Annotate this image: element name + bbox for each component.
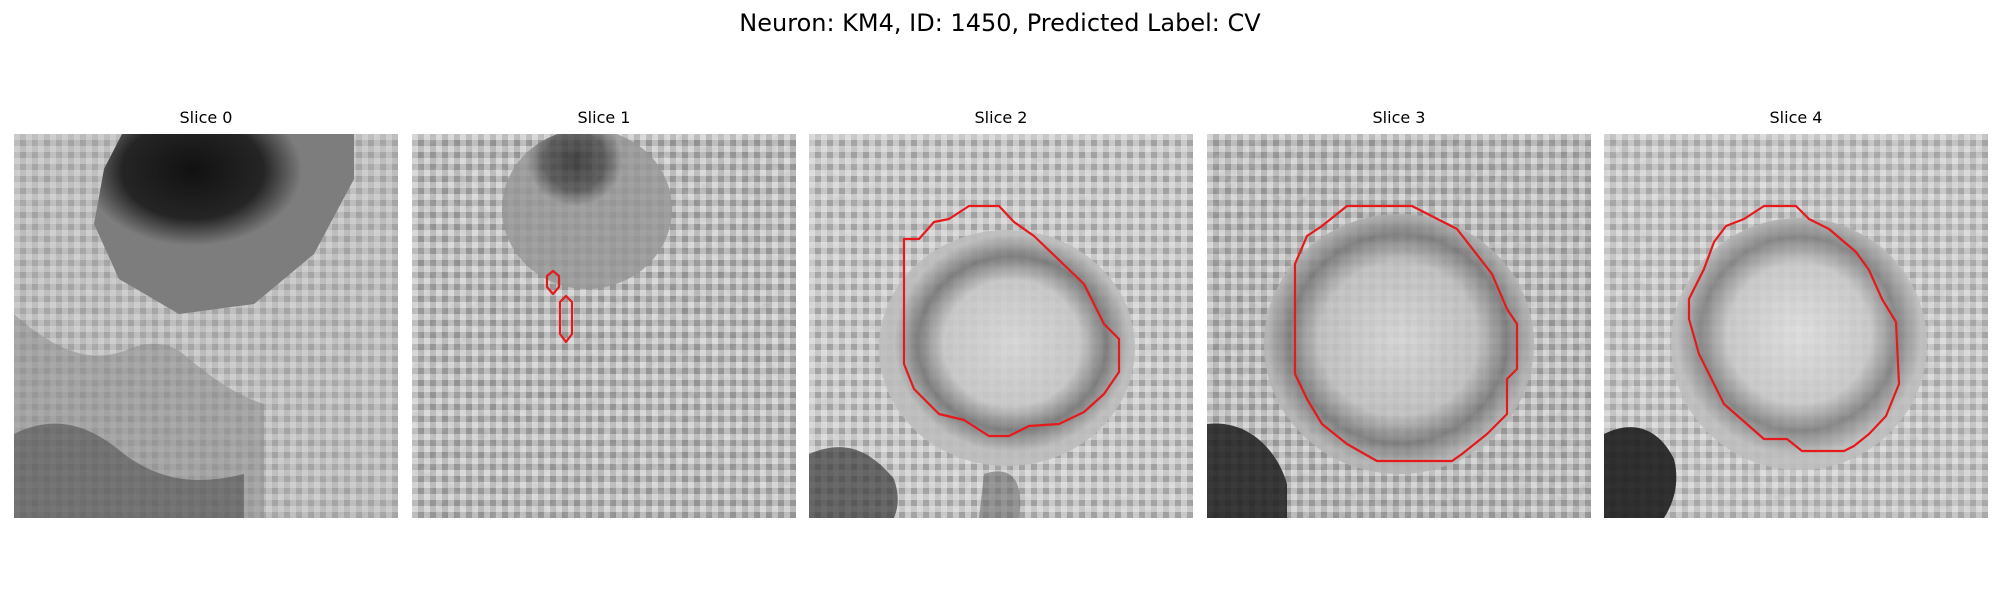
slice-title-0: Slice 0 xyxy=(179,108,233,127)
slice-title-1: Slice 1 xyxy=(577,108,631,127)
slice-title-2: Slice 2 xyxy=(974,108,1028,127)
slice-title-3: Slice 3 xyxy=(1372,108,1426,127)
slice-image-1 xyxy=(412,134,796,518)
slice-image-0 xyxy=(14,134,398,518)
figure-title: Neuron: KM4, ID: 1450, Predicted Label: … xyxy=(739,9,1261,37)
slice-image-4 xyxy=(1604,134,1988,518)
slice-image-3 xyxy=(1207,134,1591,518)
slice-image-2 xyxy=(809,134,1193,518)
slice-title-4: Slice 4 xyxy=(1769,108,1823,127)
